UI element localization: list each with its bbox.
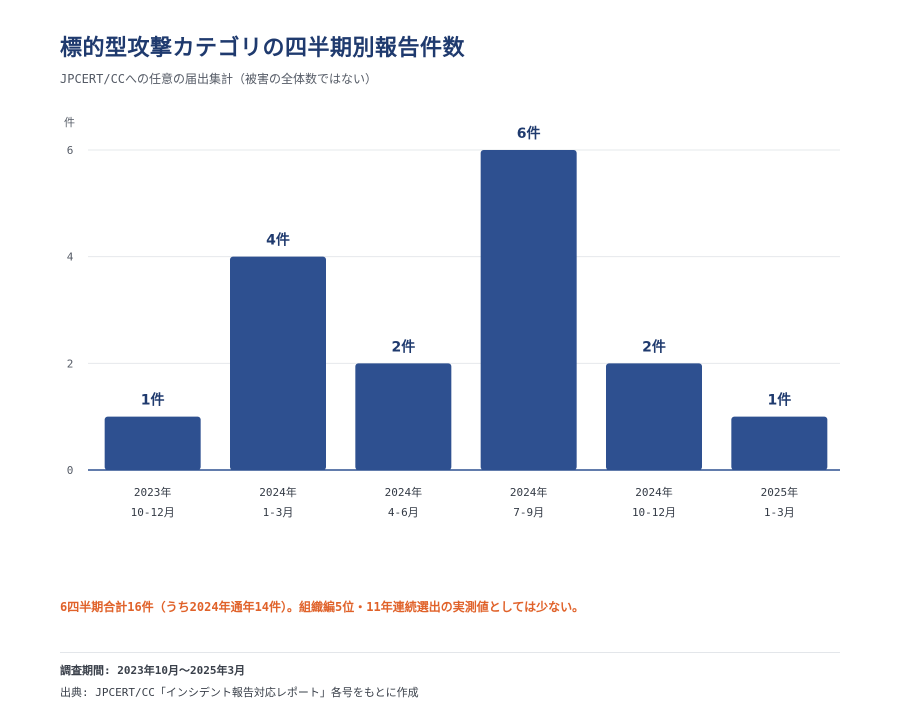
bar bbox=[230, 256, 326, 470]
source-note: 出典: JPCERT/CC「インシデント報告対応レポート」各号をもとに作成 bbox=[60, 686, 419, 699]
x-tick-label: 2024年 bbox=[385, 485, 423, 499]
bar bbox=[606, 363, 702, 470]
x-tick-label: 10-12月 bbox=[632, 506, 676, 519]
y-tick-label: 6 bbox=[67, 144, 74, 157]
data-label: 2件 bbox=[642, 338, 666, 355]
summary-note: 6四半期合計16件（うち2024年通年14件）。組織編5位・11年連続選出の実測… bbox=[60, 600, 585, 614]
bar bbox=[480, 150, 577, 470]
y-tick-label: 0 bbox=[67, 464, 74, 477]
data-label: 4件 bbox=[266, 232, 290, 249]
bar bbox=[355, 363, 452, 470]
x-tick-label: 1-3月 bbox=[263, 506, 294, 519]
x-tick-label: 2024年 bbox=[635, 485, 673, 499]
data-label: 6件 bbox=[517, 125, 541, 142]
x-tick-label: 1-3月 bbox=[764, 506, 795, 519]
survey-period: 調査期間: 2023年10月〜2025年3月 bbox=[60, 664, 246, 677]
bar bbox=[104, 416, 201, 470]
x-tick-label: 7-9月 bbox=[513, 506, 544, 519]
x-tick-label: 2024年 bbox=[510, 485, 548, 499]
x-tick-label: 4-6月 bbox=[388, 506, 419, 519]
x-tick-label: 2024年 bbox=[259, 485, 297, 499]
data-label: 1件 bbox=[141, 392, 165, 409]
bar-chart: 件 0 2 4 6 1件 4件 2件 6件 2件 1件 2023年 10-12月 2024年 1-3月… bbox=[64, 116, 840, 519]
y-axis-label: 件 bbox=[64, 116, 75, 129]
y-tick-label: 4 bbox=[67, 251, 74, 264]
bar bbox=[731, 416, 828, 470]
chart-title: 標的型攻撃カテゴリの四半期別報告件数 bbox=[60, 36, 466, 61]
x-tick-label: 10-12月 bbox=[131, 506, 175, 519]
data-label: 2件 bbox=[391, 338, 415, 355]
data-label: 1件 bbox=[767, 392, 791, 409]
x-tick-label: 2023年 bbox=[134, 485, 172, 499]
chart-subtitle: JPCERT/CCへの任意の届出集計（被害の全体数ではない） bbox=[60, 72, 378, 86]
y-tick-label: 2 bbox=[67, 357, 74, 370]
x-tick-label: 2025年 bbox=[761, 485, 799, 499]
footer-divider bbox=[60, 652, 840, 653]
